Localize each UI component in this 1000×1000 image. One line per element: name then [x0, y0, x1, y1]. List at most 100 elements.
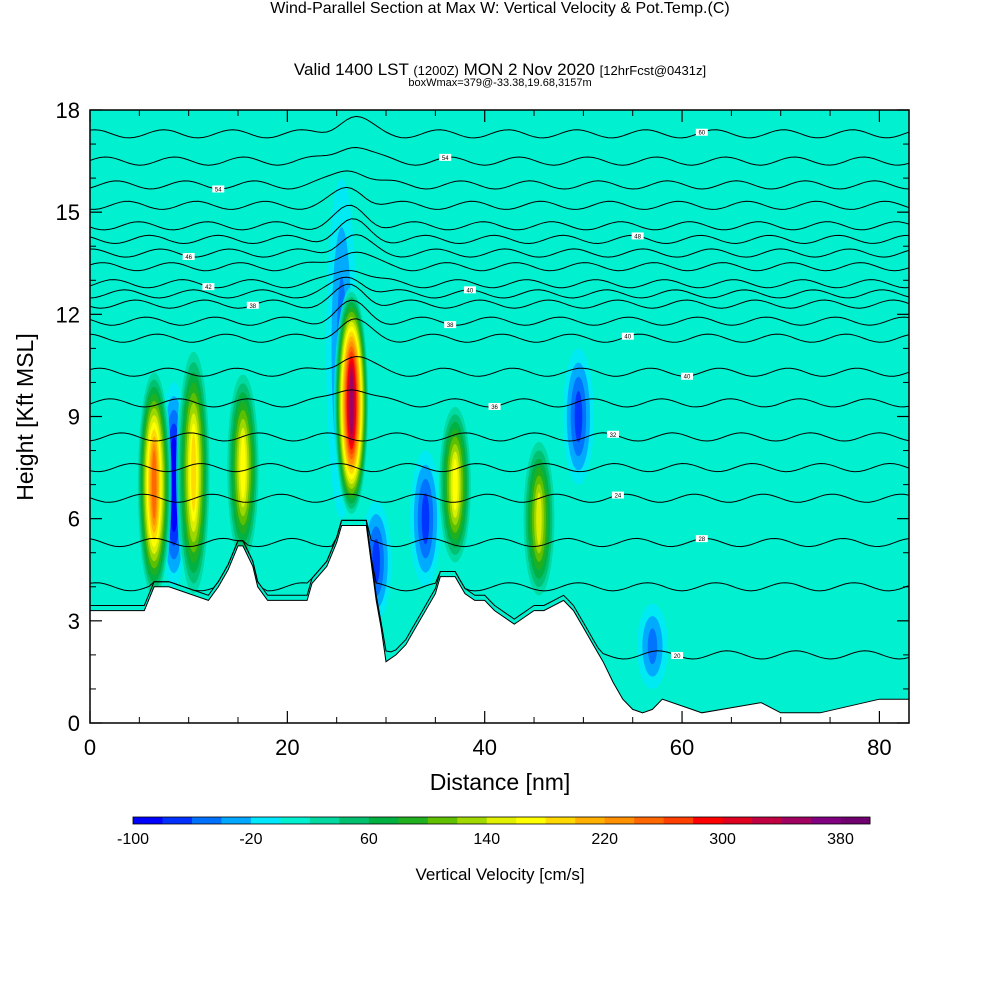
colorbar-swatch-23 [811, 817, 842, 824]
isentrope-line-3 [90, 493, 909, 503]
y-axis-label: Height [Kft MSL] [12, 333, 38, 500]
isentrope-label-bg-18 [212, 185, 225, 193]
colorbar-swatch-24 [840, 817, 871, 824]
isentrope-label-bg-9 [444, 321, 457, 329]
isentrope-line-5 [90, 432, 909, 442]
isentrope-label-3: 24 [615, 494, 622, 500]
updraft-1 [176, 341, 212, 604]
colorbar-tick-label-3: 140 [473, 831, 500, 848]
isentrope-label-bg-5 [606, 430, 619, 438]
isentrope-label-bg-20 [695, 128, 708, 136]
colorbar-swatch-16 [604, 817, 635, 824]
chart-title: Wind-Parallel Section at Max W: Vertical… [270, 0, 730, 17]
isentrope-line-2 [90, 519, 909, 548]
colorbar: -100 -20 60 140 220 300 380 [117, 816, 871, 848]
isentrope-label-18: 54 [215, 187, 222, 193]
y-tick-label-5: 15 [56, 200, 80, 225]
isentrope-label-bg-12 [202, 283, 215, 291]
colorbar-label: Vertical Velocity [cm/s] [415, 865, 584, 884]
subtitle-forecast: [12hrFcst@0431z] [599, 63, 707, 78]
isentrope-line-14 [90, 234, 909, 258]
isentrope-label-9: 38 [447, 323, 454, 329]
isentrope-label-bg-3 [611, 491, 624, 499]
colorbar-swatch-12 [486, 817, 517, 824]
y-tick-label-0: 0 [68, 711, 80, 736]
isentrope-label-bg-7 [680, 372, 693, 380]
isentrope-label-7: 40 [684, 375, 691, 381]
downdraft-4 [562, 348, 594, 485]
isentrope-label-bg-10 [246, 301, 259, 309]
colorbar-tick-label-2: 60 [360, 831, 378, 848]
colorbar-swatch-22 [781, 817, 812, 824]
colorbar-swatch-6 [309, 817, 340, 824]
colorbar-swatch-10 [427, 817, 458, 824]
colorbar-swatch-14 [545, 817, 576, 824]
x-tick-label-4: 80 [867, 735, 891, 760]
isentrope-label-bg-2 [695, 535, 708, 543]
y-tick-label-3: 9 [68, 405, 80, 430]
y-tick-label-4: 12 [56, 302, 80, 327]
colorbar-swatch-11 [457, 817, 488, 824]
colorbar-swatch-21 [752, 817, 783, 824]
updraft-5 [521, 433, 557, 604]
colorbar-swatch-20 [722, 817, 753, 824]
isentrope-label-12: 42 [205, 285, 212, 291]
isentrope-label-6: 36 [491, 405, 498, 411]
x-tick-label-2: 40 [472, 735, 496, 760]
updraft-0 [136, 365, 172, 604]
isentrope-label-bg-6 [488, 402, 501, 410]
colorbar-tick-label-6: 380 [827, 831, 854, 848]
colorbar-tick-label-0: -100 [117, 831, 149, 848]
subtitle-valid: Valid 1400 LST [293, 60, 409, 79]
isentrope-label-11: 40 [467, 288, 474, 294]
colorbar-swatch-4 [250, 817, 281, 824]
colorbar-swatch-3 [221, 817, 252, 824]
isentrope-line-1 [90, 519, 909, 592]
downdraft-5 [636, 603, 668, 689]
colorbar-swatch-1 [162, 817, 193, 824]
isentrope-label-20: 60 [698, 131, 705, 137]
isentrope-label-bg-14 [182, 252, 195, 260]
terrain [90, 525, 909, 723]
colorbar-swatch-5 [280, 817, 311, 824]
isentrope-line-8 [90, 318, 909, 343]
isentrope-line-16 [90, 204, 909, 231]
isentrope-label-bg-11 [463, 286, 476, 294]
colorbar-tick-label-5: 300 [709, 831, 736, 848]
chart-subtitle: Valid 1400 LST (1200Z) MON 2 Nov 2020 [1… [0, 60, 1000, 80]
isentrope-label-bg-15 [631, 232, 644, 240]
isentrope-label-5: 32 [610, 433, 617, 439]
isentrope-line-11 [90, 276, 909, 299]
colorbar-swatch-7 [339, 817, 370, 824]
x-tick-label-0: 0 [84, 735, 96, 760]
isentrope-label-bg-8 [621, 332, 634, 340]
x-tick-label-1: 20 [275, 735, 299, 760]
x-tick-label-3: 60 [670, 735, 694, 760]
y-tick-label-6: 18 [56, 98, 80, 123]
colorbar-swatch-19 [693, 817, 724, 824]
subtitle-utc: (1200Z) [413, 63, 459, 78]
terrain-profile [90, 525, 909, 723]
colorbar-frame [132, 816, 871, 825]
x-axis-label: Distance [nm] [430, 769, 571, 795]
isentrope-label-14: 46 [185, 255, 192, 261]
y-tick-label-1: 3 [68, 609, 80, 634]
isentrope-label-2: 28 [698, 537, 705, 543]
isentrope-label-15: 48 [634, 234, 641, 240]
colorbar-tick-label-4: 220 [591, 831, 618, 848]
subtitle-date: MON 2 Nov 2020 [463, 60, 595, 79]
title-mark: (C) [707, 0, 730, 17]
colorbar-swatch-9 [398, 817, 429, 824]
isentrope-label-bg-19 [439, 153, 452, 161]
isentrope-label-8: 40 [624, 335, 631, 341]
chart-subtitle-2: boxWmax=379@-33.38,19.68,3157m [408, 77, 592, 89]
isentrope-label-19: 54 [442, 156, 449, 162]
colorbar-tick-label-1: -20 [239, 831, 262, 848]
colorbar-swatch-15 [575, 817, 606, 824]
updraft-3 [333, 287, 369, 519]
y-tick-label-2: 6 [68, 507, 80, 532]
colorbar-swatch-0 [133, 817, 163, 824]
colorbar-swatch-17 [634, 817, 665, 824]
